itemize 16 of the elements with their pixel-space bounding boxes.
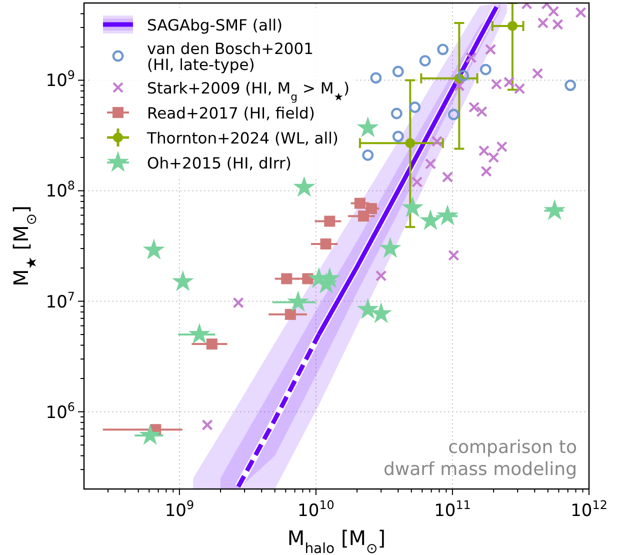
y-tick-label: 10$^{8}$ [46, 178, 75, 202]
y-tick-label: 10$^{9}$ [46, 68, 75, 92]
x-axis-title: M$_{halo}$ [M$_{⊙}$] [287, 526, 386, 555]
legend-label: Stark+2009 (HI, M$_{g}$ > M$_{★}$) [147, 80, 350, 103]
x-tick-label: 10$^{12}$ [570, 498, 608, 521]
legend-label: Read+2017 (HI, field) [147, 104, 315, 122]
annotation: comparison to dwarf mass modeling [383, 437, 577, 480]
legend-label: Oh+2015 (HI, dIrr) [147, 154, 292, 172]
legend-label: van den Bosch+2001 (HI, late-type) [147, 40, 314, 74]
x-tick-label: 10$^{10}$ [298, 498, 334, 521]
y-tick-label: 10$^{7}$ [46, 289, 75, 312]
y-tick-label: 10$^{6}$ [46, 400, 75, 423]
legend-label: SAGAbg-SMF (all) [147, 16, 283, 34]
legend-label: Thornton+2024 (WL, all) [146, 130, 338, 148]
x-tick-label: 10$^{9}$ [164, 498, 194, 521]
x-tick-label: 10$^{11}$ [434, 498, 471, 521]
